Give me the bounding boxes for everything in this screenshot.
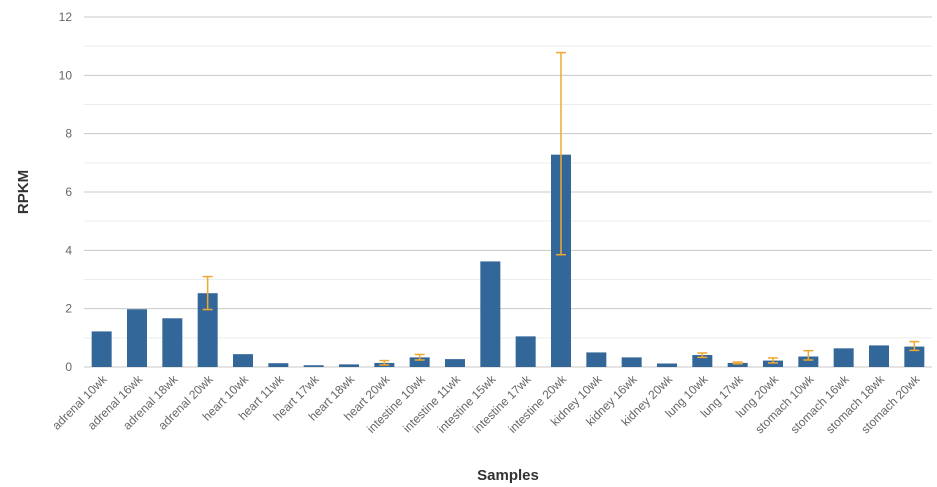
bar: [91, 331, 112, 367]
bar: [586, 352, 607, 367]
bars: [91, 154, 925, 367]
bar: [480, 261, 501, 367]
bar: [515, 336, 536, 367]
y-tick-label: 12: [59, 10, 73, 24]
bar: [904, 346, 925, 367]
error-bar: [732, 361, 743, 365]
error-bar: [202, 275, 213, 311]
y-axis-title: RPKM: [15, 170, 32, 214]
y-tick-label: 10: [59, 68, 73, 82]
bar: [798, 356, 819, 367]
error-bar: [803, 349, 814, 361]
y-tick-label: 6: [65, 185, 72, 199]
error-bar: [697, 352, 708, 359]
y-tick-label: 0: [65, 360, 72, 374]
bar: [692, 355, 713, 367]
y-tick-label: 4: [65, 243, 72, 257]
y-axis-ticks: 0 2 4 6 8 10 12: [59, 10, 73, 374]
error-bar: [556, 51, 566, 256]
bar: [127, 309, 147, 367]
bar: [621, 357, 642, 367]
bar: [197, 293, 218, 367]
bar: [268, 363, 289, 367]
y-tick-label: 8: [65, 127, 72, 141]
bar: [869, 345, 889, 367]
bar: [763, 360, 783, 367]
error-bar: [909, 340, 920, 352]
bar: [657, 363, 677, 367]
error-bar: [414, 353, 425, 361]
bar: [551, 154, 571, 367]
bar: [162, 318, 183, 367]
y-tick-label: 2: [65, 302, 72, 316]
error-bar: [379, 359, 390, 366]
x-axis-title: Samples: [477, 467, 539, 484]
bar: [833, 348, 854, 367]
bar: [339, 364, 359, 367]
bar: [233, 354, 253, 367]
grid-lines: [84, 16, 932, 368]
bar: [445, 359, 465, 367]
bar: [409, 357, 430, 367]
error-bar: [768, 357, 778, 364]
bar: [303, 365, 324, 367]
bar: [727, 362, 748, 367]
error-bars: [202, 51, 920, 366]
